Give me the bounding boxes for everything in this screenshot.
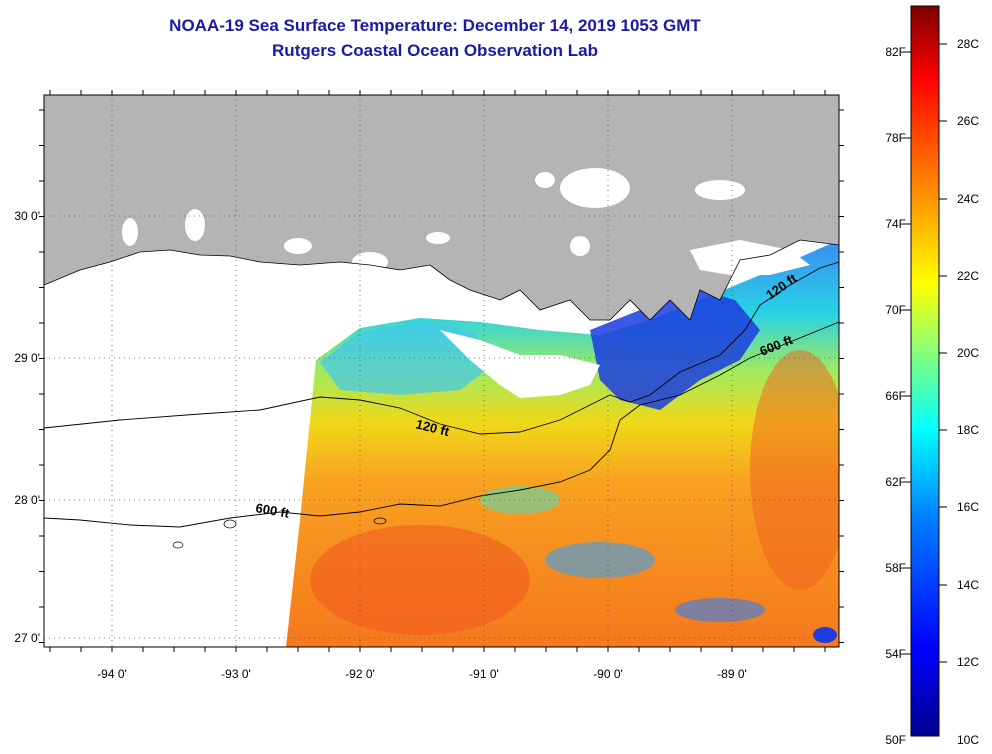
- lake: [695, 180, 745, 200]
- temperature-colorbar: [910, 5, 940, 737]
- warm-core: [310, 525, 530, 635]
- lake: [122, 218, 138, 246]
- lat-label: 30 0': [14, 209, 40, 223]
- colorbar-c-label: 18C: [957, 423, 979, 437]
- colorbar-c-label: 10C: [957, 733, 979, 747]
- colorbar-c-label: 22C: [957, 269, 979, 283]
- graticule: [44, 95, 839, 647]
- map-subtitle: Rutgers Coastal Ocean Observation Lab: [272, 41, 598, 60]
- lon-label: -89 0': [717, 667, 747, 681]
- lat-label: 28 0': [14, 493, 40, 507]
- colorbar-f-label: 70F: [885, 303, 906, 317]
- cool-patch: [545, 542, 655, 578]
- lon-label: -90 0': [593, 667, 623, 681]
- colorbar-f-label: 66F: [885, 389, 906, 403]
- colorbar-f-label: 62F: [885, 475, 906, 489]
- colorbar-c-label: 28C: [957, 37, 979, 51]
- cold-nearshore-water: [590, 290, 760, 410]
- colorbar-f-label: 78F: [885, 131, 906, 145]
- map-title: NOAA-19 Sea Surface Temperature: Decembe…: [169, 16, 701, 35]
- colorbar-c-label: 12C: [957, 655, 979, 669]
- colorbar-c-label: 24C: [957, 192, 979, 206]
- cool-patch: [675, 598, 765, 622]
- lake: [535, 172, 555, 188]
- colorbar-f-label: 58F: [885, 561, 906, 575]
- colorbar-c-label: 14C: [957, 578, 979, 592]
- colorbar-c-label: 20C: [957, 346, 979, 360]
- cloud-area: [440, 330, 600, 398]
- lon-label: -94 0': [97, 667, 127, 681]
- contour-label-600ft-west: 600 ft: [254, 500, 291, 521]
- colorbar-f-label: 54F: [885, 647, 906, 661]
- axis-ticks: [39, 90, 844, 652]
- contour-600ft: [44, 321, 839, 528]
- contour-loop: [223, 519, 237, 529]
- contour-loop: [172, 541, 184, 549]
- coastline: [44, 239, 839, 321]
- lon-label: -91 0': [469, 667, 499, 681]
- colorbar-f-label: 50F: [885, 733, 906, 747]
- map-frame: [43, 94, 840, 648]
- lat-label: 27 0': [14, 631, 40, 645]
- lake: [284, 238, 312, 254]
- lat-label: 29 0': [14, 351, 40, 365]
- cool-patch: [813, 627, 837, 643]
- lon-label: -92 0': [345, 667, 375, 681]
- contour-loop: [373, 517, 387, 525]
- contour-120ft: [44, 261, 839, 435]
- colorbar-c-label: 16C: [957, 500, 979, 514]
- cloud-area: [690, 240, 810, 275]
- warm-core-east: [750, 350, 839, 590]
- colorbar-f-label: 82F: [885, 45, 906, 59]
- lake-pontchartrain: [560, 168, 630, 208]
- land-area: [44, 95, 839, 320]
- colorbar-c-label: 26C: [957, 114, 979, 128]
- colorbar-ticks: [903, 43, 947, 663]
- lake: [352, 252, 388, 272]
- lon-label: -93 0': [221, 667, 251, 681]
- lake: [570, 236, 590, 256]
- colorbar-f-label: 74F: [885, 217, 906, 231]
- lake: [426, 232, 450, 244]
- lake: [185, 209, 205, 241]
